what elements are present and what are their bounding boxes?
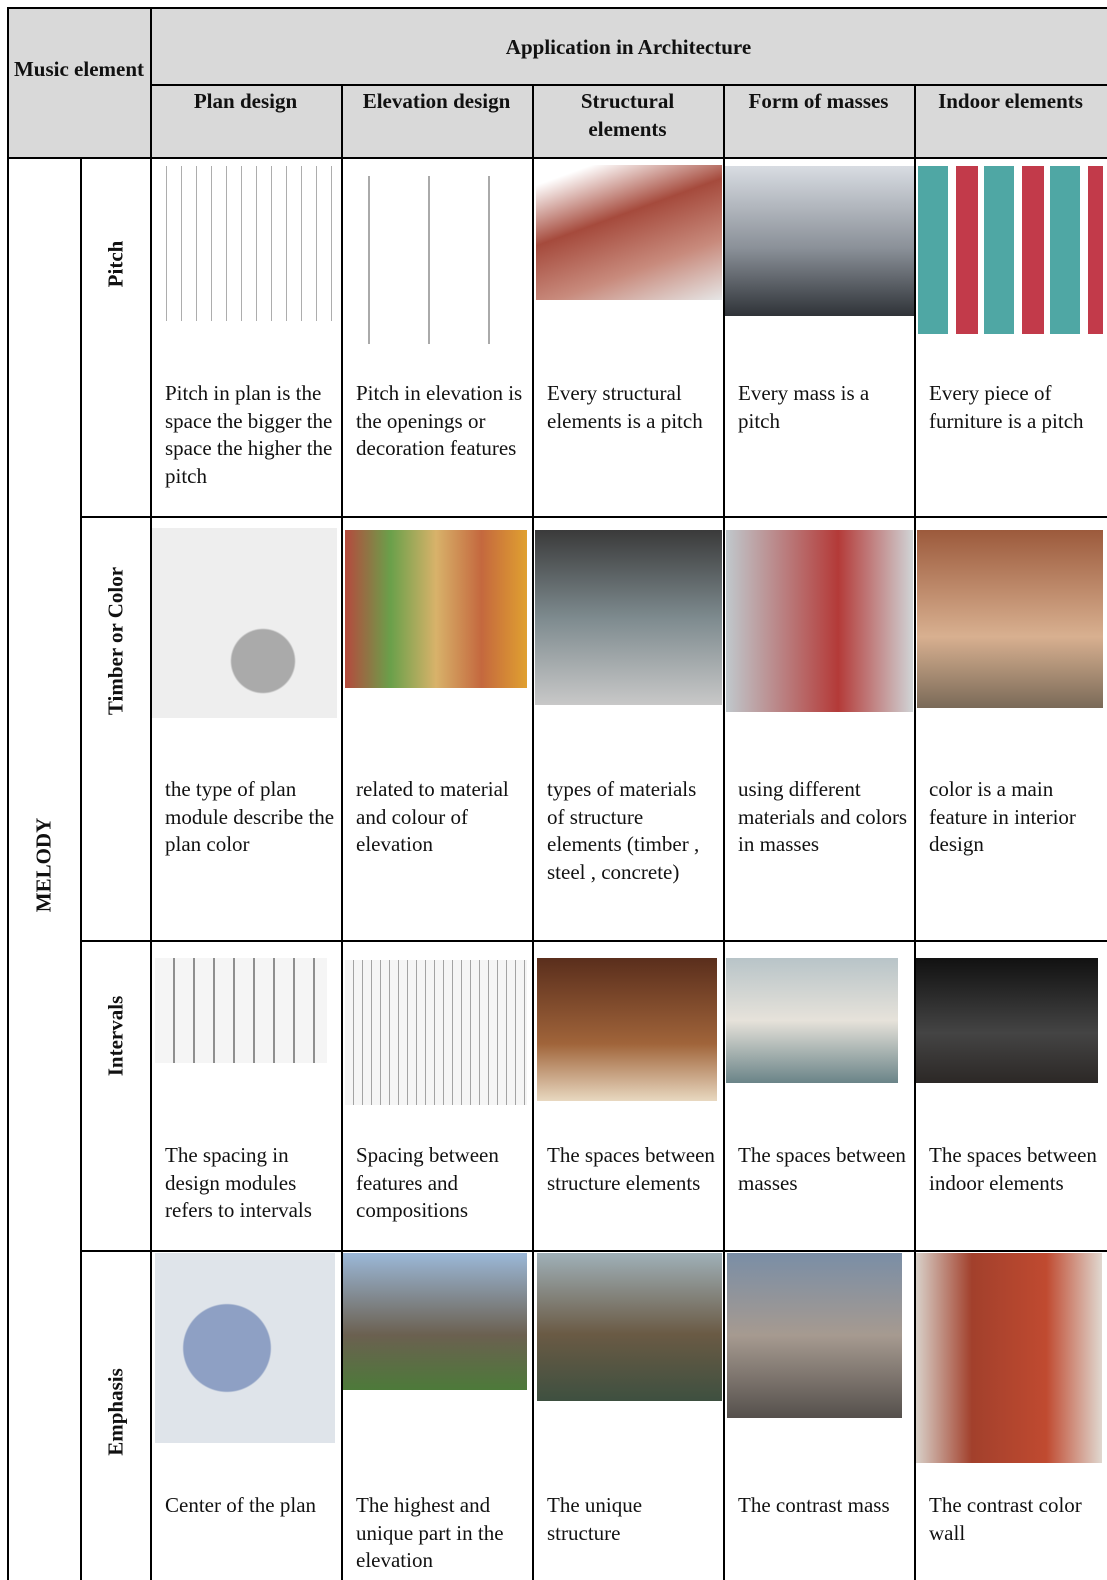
header-cell: Music element	[13, 57, 145, 81]
elevation-image	[345, 960, 527, 1105]
mass-image	[726, 958, 898, 1083]
cell-text: The spaces between structure elements	[547, 1143, 715, 1195]
interior-image	[916, 1253, 1102, 1463]
column-header: Form of masses	[748, 89, 889, 113]
elevation-image	[346, 176, 530, 344]
row-label: Intervals	[103, 995, 128, 1077]
cell-text: Spacing between features and composition…	[356, 1143, 499, 1222]
plan-image	[155, 1253, 335, 1443]
mass-image	[726, 530, 913, 712]
row-label: Timber or Color	[103, 566, 128, 716]
cell-text: the type of plan module describe the pla…	[165, 777, 335, 856]
border	[914, 84, 916, 1580]
elevation-image	[345, 530, 527, 688]
cell-text: color is a main feature in interior desi…	[929, 777, 1076, 856]
mass-image	[727, 1253, 902, 1418]
column-header: Structural elements	[580, 89, 675, 141]
cell-text: Pitch in elevation is the openings or de…	[356, 381, 523, 460]
border	[341, 84, 343, 1580]
group-label: MELODY	[31, 817, 56, 913]
column-header: Plan design	[193, 89, 298, 113]
cell-text: Every piece of furniture is a pitch	[929, 381, 1084, 433]
structure-image	[537, 1253, 722, 1401]
border	[8, 7, 1107, 9]
row-label: Pitch	[103, 240, 128, 288]
column-header: Indoor elements	[938, 89, 1083, 113]
plan-image	[155, 958, 327, 1063]
structure-image	[535, 530, 722, 705]
cell-text: related to material and colour of elevat…	[356, 777, 509, 856]
border	[8, 157, 1107, 159]
border	[80, 940, 1107, 942]
elevation-image	[341, 1253, 527, 1390]
column-header: Elevation design	[362, 89, 511, 113]
cell-text: The highest and unique part in the eleva…	[356, 1493, 504, 1572]
structure-image	[536, 165, 722, 300]
cell-text: The unique structure	[547, 1493, 643, 1545]
mass-image	[725, 166, 914, 316]
interior-image	[916, 958, 1098, 1083]
cell-text: Every structural elements is a pitch	[547, 381, 703, 433]
header-background	[8, 8, 1107, 158]
cell-text: The contrast color wall	[929, 1493, 1082, 1545]
cell-text: types of materials of structure elements…	[547, 777, 700, 884]
header-cell: Application in Architecture	[505, 35, 752, 59]
row-label: Emphasis	[103, 1368, 128, 1456]
cell-text: The spaces between indoor elements	[929, 1143, 1097, 1195]
border	[532, 84, 534, 1580]
cell-text: Every mass is a pitch	[738, 381, 870, 433]
cell-text: Pitch in plan is the space the bigger th…	[165, 381, 333, 488]
border	[7, 7, 9, 1580]
cell-text: The spacing in design modules refers to …	[165, 1143, 312, 1222]
cell-text: The contrast mass	[738, 1493, 890, 1517]
cell-text: The spaces between masses	[738, 1143, 906, 1195]
border	[150, 84, 1107, 86]
interior-image	[917, 530, 1103, 708]
border	[723, 84, 725, 1580]
border	[80, 1250, 1107, 1252]
border	[150, 7, 152, 1580]
furniture-image	[918, 166, 1103, 334]
cell-text: using different materials and colors in …	[738, 777, 908, 856]
plan-image	[152, 528, 337, 718]
structure-image	[537, 958, 717, 1101]
border	[80, 516, 1107, 518]
plan-image	[152, 166, 341, 321]
border	[80, 158, 82, 1580]
cell-text: Center of the plan	[165, 1493, 317, 1517]
